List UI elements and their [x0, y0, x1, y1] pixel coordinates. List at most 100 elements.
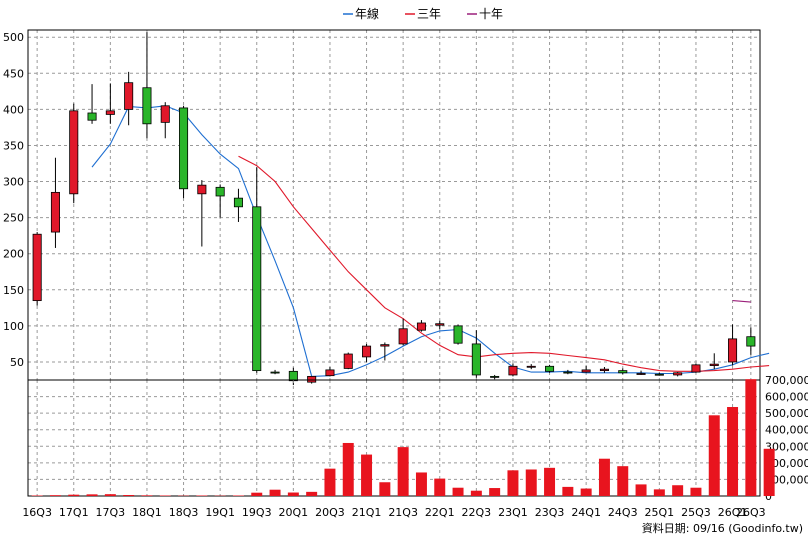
volume-bar	[434, 478, 446, 496]
candle-body	[233, 197, 243, 208]
x-tick-label: 24Q1	[571, 506, 601, 519]
volume-bar	[507, 470, 519, 496]
x-tick-label: 16Q3	[22, 506, 52, 519]
legend-label-2: 十年	[479, 7, 503, 21]
price-tick-label: 250	[3, 212, 24, 225]
volume-tick-label: 600,000	[765, 391, 808, 404]
price-tick-label: 350	[3, 139, 24, 152]
volume-bar	[562, 486, 574, 496]
price-tick-label: 200	[3, 248, 24, 261]
volume-bar	[269, 489, 281, 496]
volume-bar	[342, 442, 354, 496]
x-tick-label: 22Q3	[462, 506, 492, 519]
volume-bar	[306, 491, 318, 496]
volume-bar	[470, 490, 482, 496]
volume-bar	[123, 495, 135, 496]
volume-tick-label: 500,000	[765, 407, 808, 420]
x-axis: 16Q3 17Q1 17Q3 18Q1 18Q3 19Q1 19Q3 20Q1 20Q3 21Q1…	[22, 506, 765, 519]
volume-bar	[617, 466, 629, 496]
x-tick-label: 17Q3	[96, 506, 126, 519]
x-tick-label: 21Q3	[388, 506, 418, 519]
volume-bar	[708, 415, 720, 496]
candle-body	[307, 375, 317, 383]
volume-bar	[49, 495, 61, 496]
volume-bar	[104, 494, 116, 496]
volume-bar	[489, 488, 501, 496]
candle-body	[691, 364, 701, 373]
volume-bar	[251, 492, 263, 496]
x-tick-label: 18Q3	[169, 506, 199, 519]
x-tick-label: 23Q3	[535, 506, 565, 519]
candle-body	[87, 112, 97, 121]
volume-bar	[86, 494, 98, 496]
candle-body	[197, 184, 207, 195]
candle-body	[508, 365, 518, 376]
volume-bar	[415, 472, 427, 496]
volume-bar	[361, 454, 373, 496]
candle-body	[545, 365, 555, 372]
x-tick-label: 18Q1	[132, 506, 162, 519]
ma-line-0	[91, 105, 770, 377]
price-frame	[27, 29, 761, 381]
volume-tick-label: 300,000	[765, 440, 808, 453]
price-tick-label: 400	[3, 103, 24, 116]
volume-bar	[324, 468, 336, 496]
price-tick-label: 50	[10, 356, 24, 369]
x-tick-label: 25Q1	[645, 506, 675, 519]
candle-body	[270, 371, 280, 374]
volume-tick-label: 700,000	[765, 374, 808, 387]
candle-body	[124, 82, 134, 110]
price-tick-label: 150	[3, 284, 24, 297]
candle-body	[435, 323, 445, 326]
price-tick-label: 100	[3, 320, 24, 333]
x-tick-label: 21Q1	[352, 506, 382, 519]
candle-body	[581, 369, 591, 373]
candle-body	[673, 372, 683, 376]
volume-bar	[727, 407, 739, 496]
candle-body	[69, 110, 79, 195]
legend-label-0: 年線	[355, 6, 379, 21]
candle-body	[380, 344, 390, 347]
x-tick-label: 22Q1	[425, 506, 455, 519]
candle-body	[32, 233, 42, 302]
candle-body	[728, 338, 738, 363]
x-tick-label: 19Q1	[205, 506, 235, 519]
volume-bar	[379, 482, 391, 496]
candle-body	[563, 371, 573, 374]
volume-bar	[287, 492, 299, 496]
volume-frame	[27, 379, 761, 497]
volume-bar	[598, 458, 610, 496]
candle-body	[416, 322, 426, 331]
volume-bar	[635, 484, 647, 496]
candle-body	[288, 370, 298, 382]
ma-line-2	[732, 300, 751, 303]
candle-body	[636, 373, 646, 375]
x-tick-label: 19Q3	[242, 506, 272, 519]
volume-tick-label: 200,000	[765, 457, 808, 470]
volume-tick-label: 0	[765, 490, 772, 503]
candle-body	[179, 107, 189, 190]
data-date-credit: 資料日期: 09/16 (Goodinfo.tw)	[642, 521, 803, 535]
x-tick-label: 23Q1	[498, 506, 528, 519]
volume-bar	[580, 488, 592, 496]
volume-bar	[672, 485, 684, 496]
price-tick-label: 500	[3, 31, 24, 44]
chart-legend: 年線 三年 十年	[343, 6, 503, 21]
candle-body	[362, 345, 372, 358]
volume-bar	[452, 487, 464, 496]
candle-body	[453, 325, 463, 344]
price-panel: 50 100 150 200 250 300 350 400 450 500	[3, 29, 770, 386]
volume-bar	[653, 489, 665, 496]
candle-body	[709, 363, 719, 366]
candle-body	[618, 370, 628, 374]
candle-body	[343, 353, 353, 369]
price-tick-label: 300	[3, 176, 24, 189]
volume-bar	[544, 467, 556, 496]
candle-body	[142, 87, 152, 125]
candle-body	[325, 369, 335, 377]
candle-body	[160, 105, 170, 123]
x-tick-label: 17Q1	[59, 506, 89, 519]
candle-body	[490, 375, 500, 378]
candle-body	[526, 365, 536, 368]
